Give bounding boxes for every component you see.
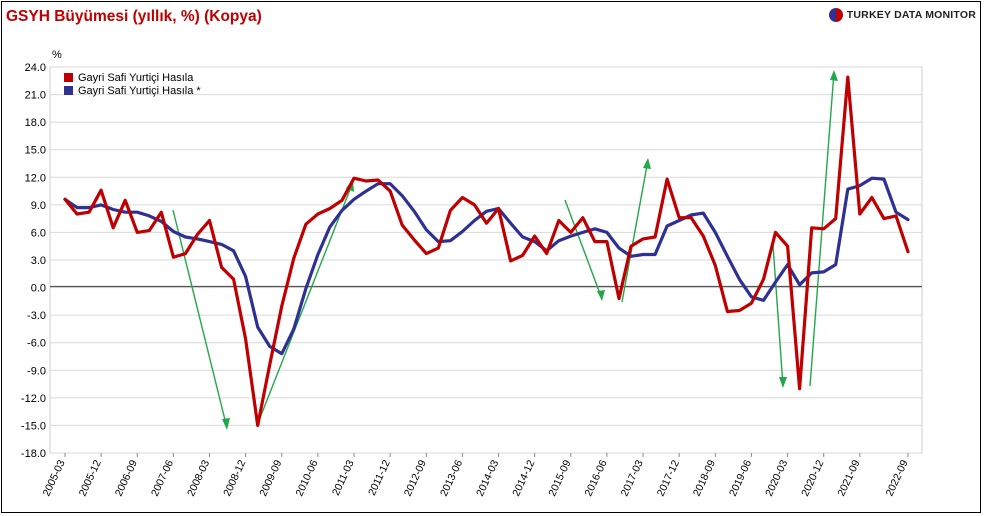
legend-swatch xyxy=(64,73,73,82)
x-tick-label: 2020-03 xyxy=(763,458,790,498)
series-lines xyxy=(63,75,910,427)
arrowhead-icon xyxy=(222,418,230,430)
y-tick-label: 0.0 xyxy=(31,283,46,295)
y-tick-label: 9.0 xyxy=(31,200,46,212)
arrowhead-icon xyxy=(597,290,605,301)
x-tick-label: 2019-06 xyxy=(727,458,754,498)
y-tick-label: -3.0 xyxy=(27,310,46,322)
x-tick-label: 2018-09 xyxy=(691,458,718,498)
y-tick-label: 3.0 xyxy=(31,255,46,267)
x-tick-label: 2012-09 xyxy=(402,458,429,498)
y-tick-label: -6.0 xyxy=(27,338,46,350)
annotation-arrows xyxy=(172,70,838,430)
x-tick-label: 2013-06 xyxy=(438,458,465,498)
y-tick-label: -18.0 xyxy=(21,448,46,460)
y-tick-label: 18.0 xyxy=(25,117,46,129)
y-axis-unit: % xyxy=(52,49,62,61)
x-tick-label: 2011-03 xyxy=(330,458,357,497)
legend: Gayri Safi Yurtiçi Hasıla Gayri Safi Yur… xyxy=(64,72,201,97)
x-tick-label: 2009-09 xyxy=(257,458,284,498)
y-tick-label: 15.0 xyxy=(25,145,46,157)
x-tick-label: 2005-12 xyxy=(77,458,104,498)
x-tick-label: 2017-12 xyxy=(655,458,682,498)
x-tick-label: 2021-09 xyxy=(835,458,862,498)
x-tick-label: 2017-03 xyxy=(619,458,646,498)
x-tick-label: 2016-06 xyxy=(582,458,609,498)
arrowhead-icon xyxy=(643,158,651,169)
legend-swatch xyxy=(64,86,73,95)
x-tick-label: 2011-12 xyxy=(366,458,393,497)
annotation-arrow xyxy=(564,199,603,300)
x-tick-label: 2015-09 xyxy=(546,458,573,498)
x-tick-label: 2014-03 xyxy=(474,458,501,498)
y-tick-label: -12.0 xyxy=(21,393,46,405)
series-line xyxy=(63,75,910,427)
y-tick-label: -15.0 xyxy=(21,420,46,432)
series-line xyxy=(63,176,910,356)
y-tick-label: 6.0 xyxy=(31,227,46,239)
brand-name: TURKEY DATA MONITOR xyxy=(846,9,976,21)
x-tick-label: 2022-09 xyxy=(884,458,911,498)
brand[interactable]: TURKEY DATA MONITOR xyxy=(828,8,976,22)
legend-label: Gayri Safi Yurtiçi Hasıla xyxy=(78,72,194,84)
legend-label: Gayri Safi Yurtiçi Hasıla * xyxy=(78,85,201,97)
y-tick-label: 12.0 xyxy=(25,172,46,184)
annotation-arrow xyxy=(772,244,784,387)
annotation-arrow xyxy=(172,209,228,429)
y-axis: 24.0 21.0 18.0 15.0 12.0 9.0 6.0 3.0 0.0 -3.0 -6.0… xyxy=(21,62,46,460)
x-tick-label: 2010-06 xyxy=(293,458,320,498)
annotation-arrow xyxy=(257,181,354,424)
annotation-arrow xyxy=(621,159,649,303)
x-tick-label: 2008-12 xyxy=(221,458,248,498)
x-tick-label: 2020-12 xyxy=(799,458,826,498)
x-tick-label: 2008-03 xyxy=(185,458,212,498)
chart-title: GSYH Büyümesi (yıllık, %) (Kopya) xyxy=(6,8,262,25)
x-tick-label: 2007-06 xyxy=(149,458,176,498)
x-tick-label: 2014-12 xyxy=(510,458,537,498)
y-tick-label: 24.0 xyxy=(25,62,46,74)
x-tick-label: 2006-09 xyxy=(113,458,140,498)
arrowhead-icon xyxy=(779,377,787,388)
y-tick-label: -9.0 xyxy=(27,365,46,377)
arrowhead-icon xyxy=(830,70,838,81)
turkey-data-monitor-logo-icon xyxy=(828,8,843,22)
x-axis: 2005-03 2005-12 2006-09 2007-06 2008-03 2008-… xyxy=(41,458,911,498)
y-tick-label: 21.0 xyxy=(25,90,46,102)
x-tick-label: 2005-03 xyxy=(41,458,68,498)
